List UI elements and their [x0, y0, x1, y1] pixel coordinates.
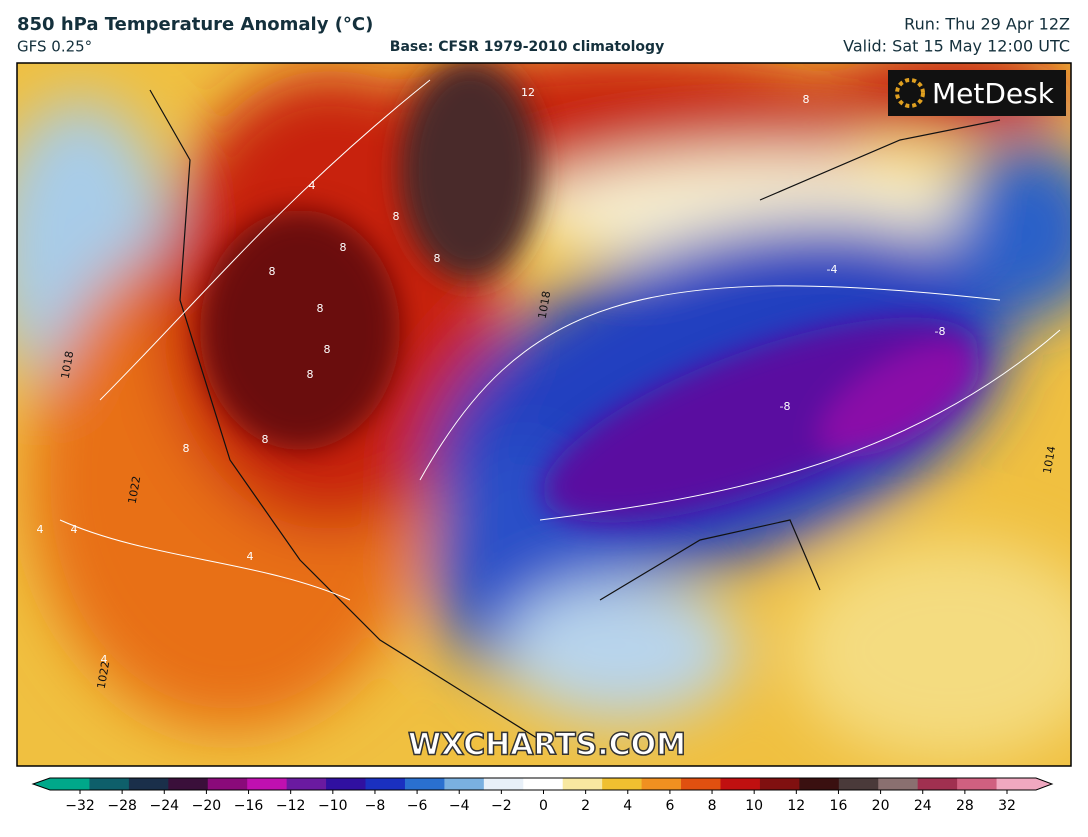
- colorbar-tick-label: 12: [787, 798, 805, 814]
- contour-label: -8: [780, 400, 791, 413]
- colorbar-tick-label: −2: [491, 798, 512, 814]
- colorbar-segment: [483, 778, 524, 790]
- colorbar-tick-label: 16: [830, 798, 848, 814]
- colorbar-segment: [878, 778, 919, 790]
- contour-label: 1022: [95, 660, 113, 690]
- colorbar-tick-label: −4: [449, 798, 470, 814]
- colorbar-tick-label: 10: [745, 798, 763, 814]
- contour-label: 8: [434, 252, 441, 265]
- colorbar-segment: [957, 778, 998, 790]
- colorbar-segment: [641, 778, 682, 790]
- colorbar-segment: [168, 778, 209, 790]
- contour-label: 8: [393, 210, 400, 223]
- logo-icon: [895, 78, 925, 108]
- colorbar-segment: [444, 778, 485, 790]
- valid: Valid: Sat 15 May 12:00 UTC: [843, 37, 1070, 56]
- colorbar-tick-label: 0: [539, 798, 548, 814]
- contour-label: 8: [803, 93, 810, 106]
- colorbar-tick-label: 32: [998, 798, 1016, 814]
- colorbar-tick-label: −12: [276, 798, 306, 814]
- colorbar-segment: [917, 778, 958, 790]
- colorbar-segment: [50, 778, 90, 790]
- contour-label: 4: [71, 523, 78, 536]
- colorbar-segment: [562, 778, 603, 790]
- colorbar-segment: [247, 778, 288, 790]
- contour-label: 1014: [1041, 445, 1059, 475]
- colorbar-tick-label: −6: [407, 798, 428, 814]
- colorbar-tick-label: −32: [65, 798, 95, 814]
- run: Run: Thu 29 Apr 12Z: [904, 15, 1070, 34]
- colorbar-tick-label: −28: [107, 798, 137, 814]
- contour-label: 8: [269, 265, 276, 278]
- colorbar-segment: [681, 778, 721, 790]
- colorbar-segment: [759, 778, 800, 790]
- colorbar-tick-label: −24: [149, 798, 179, 814]
- colorbar-segment: [720, 778, 761, 790]
- contour-label: 4: [37, 523, 44, 536]
- contour-label: 8: [317, 302, 324, 315]
- colorbar-segment: [365, 778, 406, 790]
- colorbar-segment: [799, 778, 840, 790]
- contour-label: 1022: [126, 475, 144, 505]
- contour-label: 8: [307, 368, 314, 381]
- colorbar-tick-label: 28: [956, 798, 974, 814]
- colorbar-tick-label: 4: [623, 798, 632, 814]
- contour-label: 1018: [59, 350, 77, 380]
- colorbar-segment: [286, 778, 327, 790]
- colorbar-segment: [326, 778, 367, 790]
- contour-label: 12: [521, 86, 535, 99]
- colorbar-segment: [602, 778, 643, 790]
- logo: MetDesk: [932, 77, 1055, 110]
- colorbar-tick-label: 2: [581, 798, 590, 814]
- contour-label: -4: [827, 263, 838, 276]
- colorbar-outline: [31, 777, 1054, 791]
- logo-box: [888, 70, 1066, 116]
- colorbar-arrow-right: [1036, 778, 1052, 790]
- colorbar: −32 −28 −24 −20 −16 −12 −10 −8 −6 −4 −2 0 2 4 6 8 10 12 16…: [31, 777, 1054, 814]
- colorbar-segment: [207, 778, 248, 790]
- colorbar-tick-label: 8: [708, 798, 717, 814]
- colorbar-arrow-left: [33, 778, 50, 790]
- colorbar-tick-label: −8: [365, 798, 386, 814]
- base: Base: CFSR 1979-2010 climatology: [390, 39, 664, 55]
- colorbar-segment: [523, 778, 564, 790]
- contour-label: 8: [340, 241, 347, 254]
- contour-label: 4: [247, 550, 254, 563]
- watermark: WXCHARTS.COM: [408, 728, 686, 763]
- contour-label: -8: [935, 325, 946, 338]
- contour-label: 1018: [536, 290, 554, 320]
- contour-label: 8: [183, 442, 190, 455]
- colorbar-tick-label: 24: [914, 798, 932, 814]
- colorbar-segment: [128, 778, 169, 790]
- colorbar-segment: [996, 778, 1037, 790]
- contour-label: 8: [262, 433, 269, 446]
- colorbar-tick-label: 20: [872, 798, 890, 814]
- contour-label: 4: [101, 653, 108, 666]
- colorbar-segment: [89, 778, 130, 790]
- contour-label: 8: [324, 343, 331, 356]
- model: GFS 0.25°: [17, 38, 92, 56]
- map-frame: [16, 62, 1072, 767]
- colorbar-segment: [838, 778, 879, 790]
- colorbar-tick-label: −10: [318, 798, 348, 814]
- contour-label: 4: [309, 179, 316, 192]
- colorbar-segment: [404, 778, 445, 790]
- colorbar-tick-label: −20: [192, 798, 222, 814]
- colorbar-tick-label: 6: [665, 798, 674, 814]
- colorbar-tick-label: −16: [234, 798, 264, 814]
- title: 850 hPa Temperature Anomaly (°C): [17, 14, 373, 35]
